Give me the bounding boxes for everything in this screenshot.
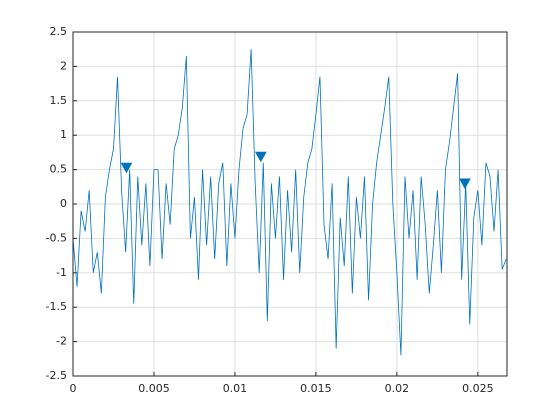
x-tick-label: 0.02 [385, 382, 410, 395]
y-tick-label: -0.5 [46, 231, 67, 244]
peak-marker [120, 162, 133, 174]
y-tick-label: 1 [60, 128, 67, 141]
y-tick-label: 2 [60, 59, 67, 72]
signal-line [72, 49, 507, 356]
axes-box [72, 31, 508, 377]
y-tick-label: 2.5 [50, 25, 68, 38]
y-tick-label: -2 [56, 335, 67, 348]
peak-marker [459, 178, 471, 190]
y-tick-label: -1 [56, 266, 67, 279]
peak-marker [255, 151, 267, 163]
y-tick-label: 0.5 [50, 163, 68, 176]
x-tick-label: 0 [70, 382, 77, 395]
x-tick-label: 0.025 [462, 382, 494, 395]
x-tick-label: 0.01 [223, 382, 248, 395]
x-tick-label: 0.005 [138, 382, 170, 395]
y-tick-label: 0 [60, 197, 67, 210]
y-tick-label: 1.5 [50, 94, 68, 107]
y-tick-label: -2.5 [46, 369, 67, 382]
x-tick-label: 0.015 [300, 382, 332, 395]
y-tick-label: -1.5 [46, 300, 67, 313]
